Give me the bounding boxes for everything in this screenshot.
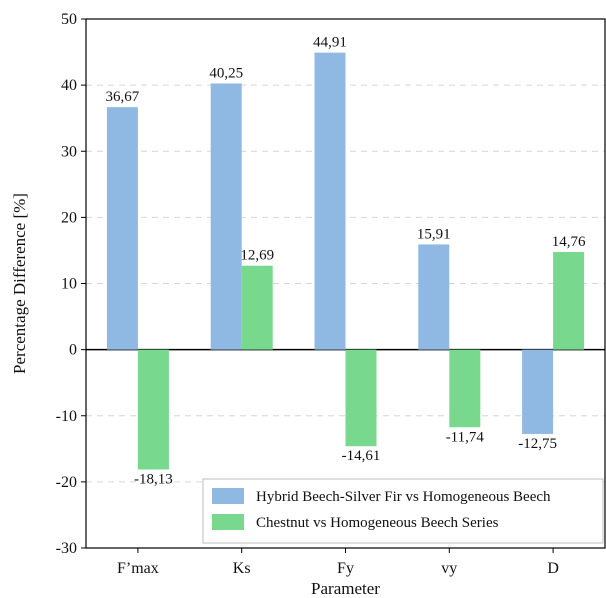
legend-label-chestnut: Chestnut vs Homogeneous Beech Series bbox=[256, 515, 499, 531]
legend-swatch-hybrid bbox=[212, 488, 244, 504]
x-axis-ticks: F’max Ks Fy vy D bbox=[117, 548, 559, 577]
bar-hybrid-4 bbox=[522, 349, 554, 434]
data-label: -18,13 bbox=[134, 472, 173, 488]
data-label: 40,25 bbox=[209, 65, 243, 81]
x-tick-label: Ks bbox=[233, 560, 251, 577]
bar-chestnut-2 bbox=[345, 349, 377, 447]
y-tick-label: -30 bbox=[56, 540, 77, 557]
legend-label-hybrid: Hybrid Beech-Silver Fir vs Homogeneous B… bbox=[256, 489, 551, 505]
legend-box bbox=[202, 478, 604, 544]
y-axis-title: Percentage Difference [%] bbox=[10, 193, 29, 374]
y-tick-label: 30 bbox=[61, 143, 77, 160]
data-label: 36,67 bbox=[106, 89, 140, 105]
y-tick-label: 40 bbox=[61, 77, 77, 94]
data-labels: 36,67 40,25 44,91 15,91 -12,75 -18,13 12,69 -14… bbox=[106, 35, 586, 488]
bar-hybrid-2 bbox=[314, 52, 346, 350]
bar-chestnut-1 bbox=[241, 265, 273, 350]
x-tick-label: D bbox=[547, 560, 559, 577]
legend: Hybrid Beech-Silver Fir vs Homogeneous B… bbox=[202, 478, 604, 544]
data-label: 14,76 bbox=[552, 234, 586, 250]
y-axis-ticks: -30 -20 -10 0 10 20 30 40 50 bbox=[56, 11, 86, 557]
bar-hybrid-3 bbox=[418, 244, 450, 350]
x-axis-title: Parameter bbox=[311, 579, 380, 598]
bar-chestnut-0 bbox=[137, 349, 169, 470]
bar-chestnut-4 bbox=[553, 252, 585, 350]
data-label: -14,61 bbox=[342, 448, 381, 464]
y-tick-label: 10 bbox=[61, 276, 77, 293]
bar-chestnut-3 bbox=[449, 349, 481, 428]
bar-hybrid-0 bbox=[106, 107, 138, 350]
x-tick-label: vy bbox=[441, 560, 457, 577]
legend-swatch-chestnut bbox=[212, 514, 244, 530]
bars bbox=[106, 52, 585, 470]
y-tick-label: -20 bbox=[56, 474, 77, 491]
data-label: -11,74 bbox=[446, 429, 485, 445]
y-tick-label: -10 bbox=[56, 408, 77, 425]
y-tick-label: 20 bbox=[61, 209, 77, 226]
data-label: -12,75 bbox=[518, 436, 557, 452]
data-label: 44,91 bbox=[313, 35, 347, 51]
y-tick-label: 0 bbox=[69, 342, 77, 359]
x-tick-label: F’max bbox=[117, 560, 159, 577]
bar-hybrid-1 bbox=[210, 83, 242, 350]
y-tick-label: 50 bbox=[61, 11, 77, 28]
data-label: 12,69 bbox=[240, 248, 274, 264]
data-label: 15,91 bbox=[417, 226, 451, 242]
x-tick-label: Fy bbox=[337, 560, 354, 577]
